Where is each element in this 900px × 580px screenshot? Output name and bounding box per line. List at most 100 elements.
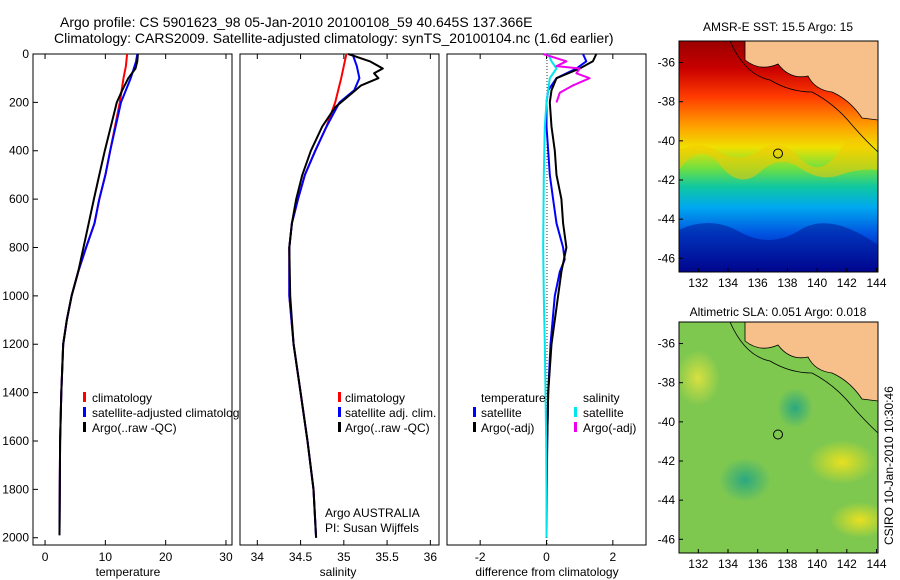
map-x-tick-label: 142 [837, 276, 857, 290]
difference-x-ticks: -2 0 2 [475, 54, 616, 564]
legend-swatch-satellite [83, 407, 86, 417]
map-x-tick-label: 140 [807, 557, 827, 571]
y-tick-label: 1800 [2, 482, 29, 496]
x-tick-label: 36 [424, 550, 438, 564]
legend-swatch-climatology [338, 392, 341, 402]
sla-land [744, 322, 878, 402]
sst-map: AMSR-E SST: 15.5 Argo: 15 -36 -38 -40 -42 -4… [658, 20, 887, 290]
y-tick-label: 1600 [2, 434, 29, 448]
x-tick-label: 34.5 [289, 550, 313, 564]
legend-swatch-sal-argo [574, 422, 577, 432]
temperature-axes [32, 53, 233, 546]
legend-swatch-argo [83, 422, 86, 432]
credit-line2: PI: Susan Wijffels [325, 521, 419, 535]
map-x-tick-label: 136 [748, 557, 768, 571]
map-y-tick-label: -46 [658, 251, 676, 265]
map-y-tick-label: -42 [658, 173, 676, 187]
x-tick-label: 34 [251, 550, 265, 564]
sst-map-frame [678, 40, 879, 273]
map-x-tick-label: 134 [718, 557, 738, 571]
map-y-tick-label: -42 [658, 454, 676, 468]
temperature-xlabel: temperature [96, 565, 161, 579]
y-tick-label: 200 [9, 95, 29, 109]
figure-title-line1: Argo profile: CS 5901623_98 05-Jan-2010 … [60, 14, 533, 30]
sla-anomaly-low-south [719, 458, 771, 502]
map-y-tick-label: -38 [658, 95, 676, 109]
legend-diff-sal-satellite: satellite [583, 406, 624, 420]
map-x-tick-label: 144 [866, 276, 886, 290]
sla-anomaly-high-southeast [830, 502, 878, 538]
x-tick-label: 20 [159, 550, 173, 564]
sla-shelf-contour [729, 322, 878, 434]
sla-anomaly-low-center [777, 388, 813, 428]
side-caption: CSIRO 10-Jan-2010 10:30:46 [882, 386, 896, 545]
profile-line-temperature-argo-adj- [545, 53, 598, 538]
map-y-tick-label: -44 [658, 493, 676, 507]
legend-diff-temp-satellite: satellite [481, 406, 522, 420]
salinity-x-ticks: 34 34.5 35 35.5 36 [251, 54, 438, 564]
sla-argo-position-marker [773, 429, 783, 440]
temperature-y-ticks: 0 200 400 600 800 1000 1200 1400 1600 1800 2000 [2, 47, 38, 545]
temperature-legend: climatology satellite-adjusted climatolo… [83, 391, 245, 435]
map-y-tick-label: -36 [658, 337, 676, 351]
credit-line1: Argo AUSTRALIA [325, 506, 420, 520]
salinity-xlabel: salinity [320, 565, 357, 579]
salinity-axes [239, 53, 440, 546]
x-tick-label: 0 [543, 550, 550, 564]
profile-line-salinity-argo-adj- [542, 53, 591, 103]
map-y-tick-label: -44 [658, 212, 676, 226]
x-tick-label: 10 [99, 550, 113, 564]
y-tick-label: 1200 [2, 337, 29, 351]
sst-land [744, 41, 878, 121]
legend-swatch-sal-satellite [574, 407, 577, 417]
sla-y-ticks: -36 -38 -40 -42 -44 -46 [658, 337, 683, 546]
x-tick-label: 30 [219, 550, 233, 564]
map-y-tick-label: -40 [658, 134, 676, 148]
y-tick-label: 0 [22, 47, 29, 61]
x-tick-label: -2 [475, 550, 486, 564]
map-x-tick-label: 144 [866, 557, 886, 571]
profile-line-argo-raw-qc- [288, 53, 384, 538]
y-tick-label: 1000 [2, 289, 29, 303]
temperature-x-ticks: 0 10 20 30 [42, 54, 233, 564]
sst-y-ticks: -36 -38 -40 -42 -44 -46 [658, 56, 683, 265]
map-x-tick-label: 142 [837, 557, 857, 571]
y-tick-label: 600 [9, 192, 29, 206]
difference-panel: -2 0 2 difference from climatology tempera… [446, 53, 647, 579]
difference-profiles [542, 53, 598, 538]
y-tick-label: 1400 [2, 386, 29, 400]
legend-swatch-climatology [83, 392, 86, 402]
x-tick-label: 2 [609, 550, 616, 564]
y-tick-label: 800 [9, 240, 29, 254]
legend-swatch-argo [338, 422, 341, 432]
figure-title-line2: Climatology: CARS2009. Satellite-adjuste… [54, 30, 614, 46]
salinity-profiles [288, 53, 384, 538]
temperature-profiles [58, 53, 139, 536]
sst-x-ticks: 132 134 136 138 140 142 144 [688, 268, 887, 290]
sla-anomaly-high-west [679, 350, 720, 406]
legend-temp-argo: Argo(..raw -QC) [92, 421, 177, 435]
sst-argo-position-marker [773, 148, 783, 159]
y-tick-label: 2000 [2, 531, 29, 545]
legend-swatch-temp-satellite [473, 407, 476, 417]
difference-legend: temperature satellite Argo(-adj) salinit… [473, 391, 636, 435]
legend-sal-climatology: climatology [345, 391, 405, 405]
legend-temp-satellite: satellite-adjusted climatology [92, 406, 245, 420]
x-tick-label: 35 [337, 550, 351, 564]
sst-shelf-contour [729, 41, 878, 153]
legend-diff-salinity: salinity [583, 391, 620, 405]
map-y-tick-label: -38 [658, 376, 676, 390]
map-x-tick-label: 132 [688, 557, 708, 571]
map-x-tick-label: 134 [718, 276, 738, 290]
sla-map-frame [678, 321, 879, 554]
legend-temp-climatology: climatology [92, 391, 152, 405]
sla-x-ticks: 132 134 136 138 140 142 144 [688, 549, 887, 571]
x-tick-label: 0 [42, 550, 49, 564]
profile-line-salinity-satellite [542, 53, 558, 538]
legend-swatch-satellite [338, 407, 341, 417]
legend-sal-argo: Argo(..raw -QC) [345, 421, 430, 435]
profile-line-argo-raw-qc- [58, 53, 139, 536]
map-x-tick-label: 132 [688, 276, 708, 290]
salinity-legend: climatology satellite adj. clim. Argo(..… [338, 391, 436, 435]
